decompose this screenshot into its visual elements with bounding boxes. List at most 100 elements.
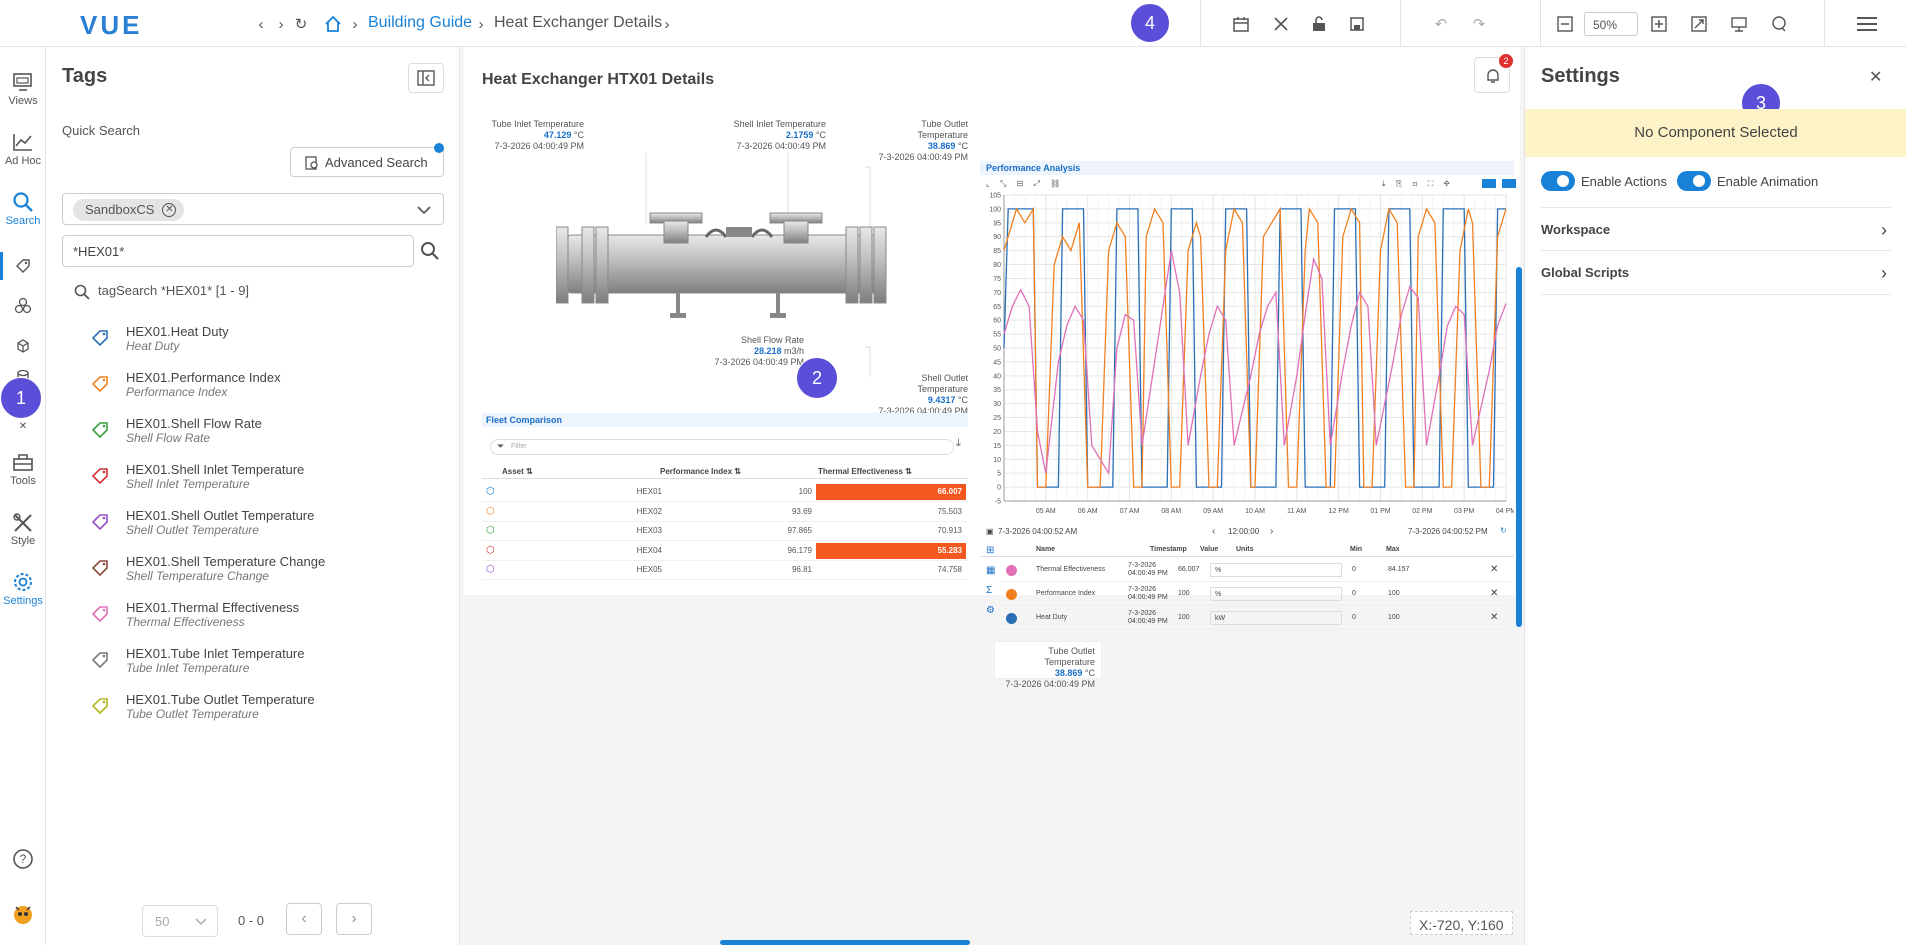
search-submit-icon[interactable] xyxy=(420,241,440,261)
tag-value-card[interactable]: Shell Inlet Temperature 2.1759 °C 7-3-20… xyxy=(724,115,832,153)
hamburger-menu-icon[interactable] xyxy=(1854,13,1880,35)
rail-item-search[interactable]: Search xyxy=(0,191,46,227)
tag-list-item[interactable]: HEX01.Shell Outlet Temperature Shell Outl… xyxy=(90,508,450,552)
save-icon[interactable] xyxy=(1346,13,1368,35)
series-color-swatch[interactable] xyxy=(1006,565,1017,576)
grid-sum-icon[interactable]: Σ xyxy=(986,585,993,596)
canvas-scroll-thumb[interactable] xyxy=(1516,267,1522,627)
calendar-icon[interactable] xyxy=(1230,13,1252,35)
grid-col-header[interactable]: Units xyxy=(1236,546,1254,553)
fleet-col-header[interactable]: Thermal Effectiveness ⇅ xyxy=(818,467,912,476)
back-icon[interactable]: ‹ xyxy=(258,15,264,33)
canvas-area[interactable]: Heat Exchanger HTX01 Details 2 Tube Inle… xyxy=(460,47,1524,945)
performance-line-chart[interactable]: -5 0 5 10 15 20 25 30 35 40 45 50 55 60 65 70 75 80 85 90 95… xyxy=(980,191,1514,521)
grid-col-header[interactable]: Timestamp xyxy=(1150,546,1187,553)
tools-icon[interactable] xyxy=(1270,13,1292,35)
chart-toolbar-right[interactable]: ⤓ ⎘ ⊡ ⛶ ✥ xyxy=(1382,179,1454,188)
datasource-chip[interactable]: SandboxCS ✕ xyxy=(73,199,185,221)
series-color-swatch[interactable] xyxy=(1006,589,1017,600)
advanced-search-button[interactable]: Advanced Search xyxy=(290,147,444,177)
tag-icon[interactable] xyxy=(0,257,46,277)
tag-list-item[interactable]: HEX01.Shell Inlet Temperature Shell Inlet… xyxy=(90,462,450,506)
tag-list-item[interactable]: HEX01.Performance Index Performance Index xyxy=(90,370,450,414)
tag-value-card[interactable]: Shell Outlet Temperature 9.4317 °C 7-3-2… xyxy=(866,369,974,416)
time-span[interactable]: 12:00:00 xyxy=(1228,527,1260,536)
time-start[interactable]: 7-3-2026 04:00:52 AM xyxy=(998,527,1078,536)
fleet-col-header[interactable]: Performance Index ⇅ xyxy=(660,467,741,476)
avatar[interactable] xyxy=(0,901,46,929)
components-icon[interactable] xyxy=(0,297,46,317)
grid-calc-icon[interactable]: ▦ xyxy=(986,565,996,576)
grid-add-icon[interactable]: ⊞ xyxy=(986,545,995,556)
tag-list-item[interactable]: HEX01.Shell Flow Rate Shell Flow Rate xyxy=(90,416,450,460)
grid-settings-icon[interactable]: ⚙ xyxy=(986,605,995,616)
breadcrumb-item[interactable]: Heat Exchanger Details xyxy=(494,14,663,31)
tag-list-item[interactable]: HEX01.Tube Outlet Temperature Tube Outlet… xyxy=(90,692,450,736)
global-scripts-section[interactable]: Global Scripts › xyxy=(1541,251,1891,295)
tag-value-card[interactable]: Tube Inlet Temperature 47.129 °C 7-3-202… xyxy=(482,115,590,153)
fleet-filter-input[interactable]: ⏷ Filter xyxy=(490,439,954,455)
rail-item-settings[interactable]: Settings xyxy=(0,571,46,607)
chart-toolbar-left[interactable]: ⌞ ⤡ ⊟ ⤢ ⛓ xyxy=(986,179,1065,188)
presentation-icon[interactable] xyxy=(1728,13,1750,35)
tag-value-card[interactable]: Tube Outlet Temperature 38.869 °C 7-3-20… xyxy=(866,115,974,162)
prev-page-button[interactable]: ‹ xyxy=(286,903,322,935)
breadcrumb-item[interactable]: Building Guide xyxy=(368,14,473,31)
unlock-icon[interactable] xyxy=(1308,13,1330,35)
time-next-icon[interactable]: › xyxy=(1270,526,1274,537)
page-size-select[interactable]: 50 xyxy=(142,905,218,937)
heat-exchanger-icon[interactable] xyxy=(556,207,896,319)
enable-animation-toggle[interactable] xyxy=(1677,171,1711,191)
remove-series-icon[interactable]: ✕ xyxy=(1490,564,1499,575)
tag-list-item[interactable]: HEX01.Thermal Effectiveness Thermal Effec… xyxy=(90,600,450,644)
table-row[interactable]: ⬡ HEX02 93.69 75.503 xyxy=(482,503,968,522)
tag-value-card[interactable]: Tube Outlet Temperature 38.869 °C 7-3-20… xyxy=(994,641,1102,689)
table-row[interactable]: ⬡ HEX03 97.865 70.913 xyxy=(482,522,968,541)
tag-list-item[interactable]: HEX01.Tube Inlet Temperature Tube Inlet T… xyxy=(90,646,450,690)
home-icon[interactable] xyxy=(322,13,344,35)
enable-actions-toggle[interactable] xyxy=(1541,171,1575,191)
table-row[interactable]: ⬡ HEX04 96.179 55.283 xyxy=(482,542,968,561)
grid-row[interactable]: Heat Duty 7-3-2026 04:00:49 PM 100 kW 0 100 ✕ xyxy=(1000,607,1510,630)
grid-col-header[interactable]: Name xyxy=(1036,546,1056,553)
grid-col-header[interactable]: Min xyxy=(1350,546,1363,553)
fleet-col-header[interactable]: Asset ⇅ xyxy=(502,467,533,476)
grid-row[interactable]: Thermal Effectiveness 7-3-2026 04:00:49 P… xyxy=(1000,559,1510,582)
grid-row[interactable]: Performance Index 7-3-2026 04:00:49 PM 100… xyxy=(1000,583,1510,606)
workspace-section[interactable]: Workspace › xyxy=(1541,207,1891,251)
series-unit-input[interactable]: % xyxy=(1210,563,1342,577)
series-unit-input[interactable]: % xyxy=(1210,587,1342,601)
chart-mode-toggle[interactable] xyxy=(1482,179,1496,188)
refresh-small-icon[interactable]: ↻ xyxy=(1500,526,1507,535)
grid-col-header[interactable]: Max xyxy=(1386,546,1400,553)
zoom-out-icon[interactable] xyxy=(1554,13,1576,35)
scale-icon[interactable]: ✕ xyxy=(18,421,28,432)
remove-series-icon[interactable]: ✕ xyxy=(1490,588,1499,599)
download-icon[interactable]: ⤓ xyxy=(956,437,961,449)
help-icon[interactable]: ? xyxy=(0,847,46,873)
grid-col-header[interactable]: Value xyxy=(1200,546,1219,553)
time-end[interactable]: 7-3-2026 04:00:52 PM xyxy=(1408,527,1488,536)
fit-screen-icon[interactable] xyxy=(1688,13,1710,35)
notification-button[interactable]: 2 xyxy=(1474,54,1513,93)
zoom-input[interactable]: 50% xyxy=(1584,12,1638,36)
chip-remove-icon[interactable]: ✕ xyxy=(162,203,177,217)
tag-search-input[interactable]: *HEX01* xyxy=(62,235,414,267)
datasource-select[interactable]: SandboxCS ✕ xyxy=(62,193,444,225)
redo-icon[interactable]: ↷ xyxy=(1472,16,1486,33)
app-logo[interactable]: VUE xyxy=(80,10,143,40)
calendar-small-icon[interactable]: ▣ xyxy=(986,527,994,536)
asset-icon[interactable] xyxy=(0,337,46,357)
tag-list-item[interactable]: HEX01.Shell Temperature Change Shell Temp… xyxy=(90,554,450,598)
zoom-in-icon[interactable] xyxy=(1648,13,1670,35)
close-icon[interactable]: ✕ xyxy=(1869,69,1883,86)
next-page-button[interactable]: › xyxy=(336,903,372,935)
rail-item-ad-hoc[interactable]: Ad Hoc xyxy=(0,131,46,167)
canvas-hscroll-thumb[interactable] xyxy=(720,940,970,945)
tag-list-item[interactable]: HEX01.Heat Duty Heat Duty xyxy=(90,324,450,368)
table-row[interactable]: ⬡ HEX05 96.81 74.758 xyxy=(482,561,968,580)
refresh-icon[interactable]: ↻ xyxy=(294,16,308,33)
rail-item-views[interactable]: Views xyxy=(0,71,46,107)
table-row[interactable]: ⬡ HEX01 100 66.007 xyxy=(482,483,968,502)
series-unit-input[interactable]: kW xyxy=(1210,611,1342,625)
